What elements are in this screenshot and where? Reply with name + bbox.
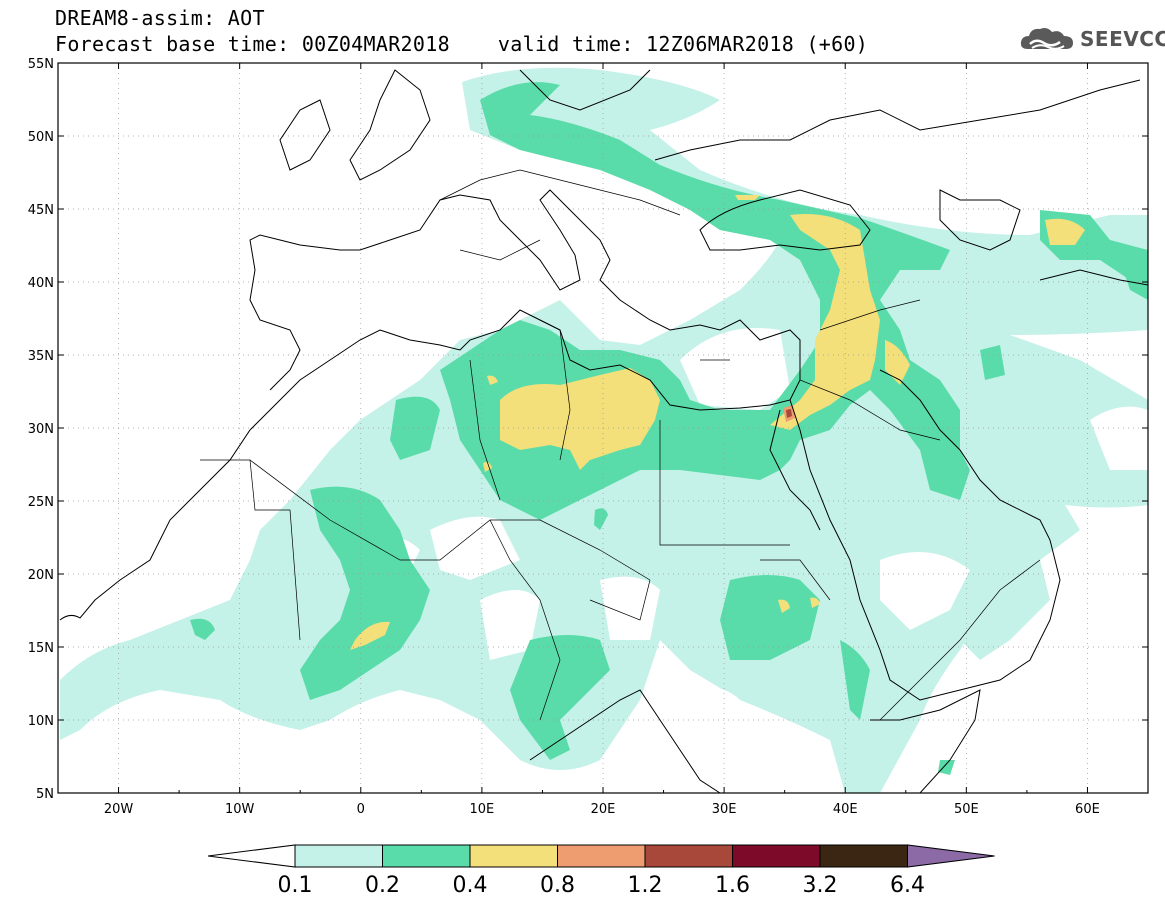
colorbar-level-label: 1.2 — [628, 873, 663, 898]
lon-label: 0 — [357, 802, 365, 817]
country-borders — [200, 169, 1041, 721]
time-info: Forecast base time: 00Z04MAR2018 valid ti… — [55, 32, 868, 56]
longitude-labels: 20W 10W 0 10E 20E 30E 40E 50E 60E — [57, 63, 1149, 817]
colorbar-level-label: 0.8 — [540, 873, 575, 898]
colorbar-low-arrow — [207, 844, 296, 868]
seevccc-logo: SEEVCCC — [1018, 24, 1165, 54]
colorbar-level-label: 0.2 — [365, 873, 400, 898]
lon-label: 30E — [712, 802, 737, 817]
colorbar-box — [557, 844, 646, 868]
lat-label: 50N — [28, 130, 54, 145]
lon-label: 20E — [591, 802, 616, 817]
lon-label: 60E — [1075, 802, 1100, 817]
base-time-label: Forecast base time: 00Z04MAR2018 — [55, 32, 450, 56]
colorbar-box — [469, 844, 558, 868]
lat-label: 30N — [28, 422, 54, 437]
aot-0.4-0.8-layer — [350, 195, 1085, 650]
map-grid — [58, 63, 1148, 793]
colorbar-level-label: 6.4 — [890, 873, 925, 898]
aot-1.2-1.6-layer — [786, 409, 792, 418]
lat-label: 25N — [28, 495, 54, 510]
lat-label: 20N — [28, 568, 54, 583]
colorbar-level-label: 3.2 — [803, 873, 838, 898]
lon-label: 20W — [104, 802, 134, 817]
lat-label: 55N — [28, 57, 54, 72]
valid-time-label: valid time: 12Z06MAR2018 (+60) — [497, 32, 869, 56]
lat-label: 35N — [28, 349, 54, 364]
coastlines — [59, 69, 1148, 793]
colorbar-level-label: 1.6 — [715, 873, 750, 898]
aot-field — [60, 67, 1148, 793]
lon-label: 40E — [833, 802, 858, 817]
cloud-icon — [1020, 28, 1073, 50]
lat-label: 15N — [28, 641, 54, 656]
map-title: DREAM8-assim: AOT — [55, 6, 265, 30]
colorbar-labels: 0.1 0.2 0.4 0.8 1.2 1.6 3.2 6.4 — [278, 873, 926, 898]
aot-below-0.1-gaps — [370, 328, 1148, 720]
lat-label: 45N — [28, 203, 54, 218]
colorbar-box — [382, 844, 471, 868]
colorbar-level-label: 0.1 — [278, 873, 313, 898]
colorbar-box — [819, 844, 908, 868]
colorbar-box — [732, 844, 821, 868]
colorbar-level-label: 0.4 — [453, 873, 488, 898]
colorbar-box — [644, 844, 733, 868]
colorbar-box — [294, 844, 383, 868]
colorbar-high-arrow — [907, 844, 995, 868]
colorbar — [207, 844, 995, 868]
lon-label: 10W — [225, 802, 255, 817]
lat-label: 10N — [28, 714, 54, 729]
lat-label: 5N — [36, 787, 54, 802]
latitude-labels: 5N 10N 15N 20N 25N 30N 35N 40N 45N 50N 55N — [28, 57, 1148, 802]
lat-label: 40N — [28, 276, 54, 291]
lon-label: 10E — [470, 802, 495, 817]
lon-label: 50E — [954, 802, 979, 817]
logo-text: SEEVCCC — [1080, 27, 1165, 51]
